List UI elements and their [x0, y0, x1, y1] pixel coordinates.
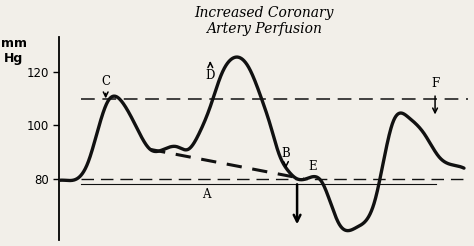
- Text: F: F: [431, 77, 439, 113]
- Text: C: C: [101, 75, 110, 97]
- Text: D: D: [206, 63, 215, 82]
- Text: B: B: [282, 147, 291, 167]
- Text: mm
Hg: mm Hg: [1, 37, 27, 65]
- Text: E: E: [308, 160, 317, 173]
- Title: Increased Coronary
Artery Perfusion: Increased Coronary Artery Perfusion: [194, 6, 333, 36]
- Text: A: A: [201, 188, 210, 201]
